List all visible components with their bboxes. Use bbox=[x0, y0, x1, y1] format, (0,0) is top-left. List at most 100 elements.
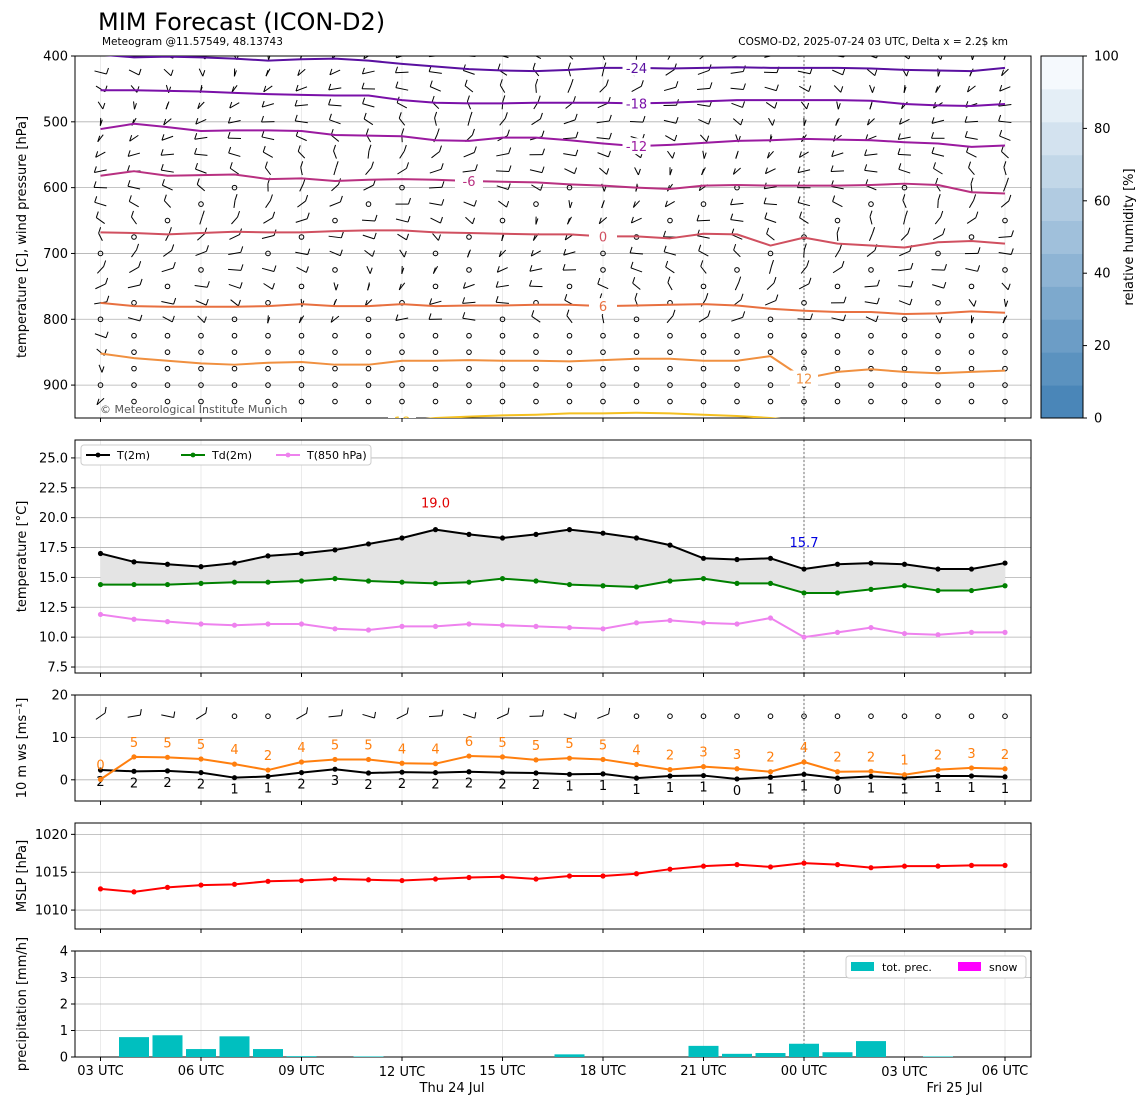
data-label: 4 bbox=[632, 744, 640, 759]
wind-barb bbox=[328, 113, 341, 125]
wind-barb-flag bbox=[202, 70, 206, 77]
legend-box bbox=[80, 444, 372, 466]
wind-barb-staff bbox=[965, 120, 978, 123]
wind-barb-staff bbox=[398, 117, 406, 126]
calm-wind-marker bbox=[801, 398, 807, 405]
calm-wind-marker bbox=[700, 332, 707, 339]
wind-barb bbox=[898, 262, 914, 272]
wind-barb bbox=[430, 216, 443, 224]
wind-barb-flag bbox=[998, 114, 1002, 122]
wind-barb bbox=[669, 167, 673, 176]
wind-barb-staff bbox=[130, 85, 138, 93]
wind-barb-flag bbox=[535, 78, 539, 86]
wind-barb-staff bbox=[363, 56, 370, 60]
wind-barb bbox=[95, 151, 106, 158]
data-label: 4 bbox=[297, 741, 305, 756]
calm-wind-marker bbox=[499, 382, 506, 388]
wind-barb bbox=[764, 294, 779, 306]
wind-barb bbox=[666, 309, 676, 324]
wind-barb-flag bbox=[464, 79, 468, 86]
wind-barb-flag bbox=[328, 113, 332, 120]
calm-wind-marker bbox=[968, 365, 975, 372]
wind-barb-staff bbox=[730, 219, 744, 222]
y-tick-label: 25.0 bbox=[39, 451, 68, 466]
calm-wind-marker bbox=[198, 382, 204, 388]
y-axis-label: temperature [°C] bbox=[15, 501, 30, 613]
wind-barb-flag bbox=[970, 177, 974, 184]
calm-wind-marker bbox=[767, 382, 774, 388]
precip-bar bbox=[219, 1036, 250, 1057]
wind-barb-flag bbox=[497, 48, 499, 54]
wind-barb bbox=[96, 397, 105, 406]
wind-barb-staff bbox=[866, 249, 876, 257]
colorbar-label: relative humidity [%] bbox=[1122, 168, 1137, 305]
wind-barb-flag bbox=[496, 266, 500, 273]
isotherm-label: -18 bbox=[626, 97, 647, 112]
wind-barb-staff bbox=[965, 136, 978, 140]
wind-barb-flag bbox=[206, 281, 210, 288]
data-point bbox=[164, 619, 171, 625]
wind-barb bbox=[131, 243, 140, 258]
wind-barb bbox=[130, 85, 140, 93]
wind-barb-flag bbox=[742, 83, 746, 90]
wind-barb-flag bbox=[428, 313, 432, 320]
colorbar-tick-label: 100 bbox=[1094, 50, 1119, 65]
wind-barb-staff bbox=[162, 184, 173, 191]
data-point bbox=[566, 755, 573, 761]
wind-barb bbox=[93, 166, 107, 173]
calm-wind-marker bbox=[600, 250, 606, 257]
calm-wind-marker bbox=[935, 398, 941, 405]
calm-wind-marker bbox=[633, 382, 640, 388]
wind-barb bbox=[935, 315, 943, 324]
wind-barb-flag bbox=[897, 133, 901, 140]
wind-barb-staff bbox=[497, 267, 508, 273]
calm-wind-marker bbox=[633, 713, 640, 720]
data-label: 1 bbox=[1001, 782, 1009, 797]
wind-barb bbox=[296, 707, 309, 720]
series-line-T(850 hPa) bbox=[100, 613, 1005, 639]
wind-barb bbox=[162, 315, 175, 323]
wind-barb bbox=[163, 118, 172, 126]
calm-wind-marker bbox=[466, 349, 472, 355]
isotherm-6 bbox=[100, 301, 1006, 316]
calm-wind-marker bbox=[231, 382, 238, 388]
wind-barb-flag bbox=[401, 128, 405, 135]
calm-wind-marker bbox=[332, 332, 338, 339]
wind-barb bbox=[231, 210, 241, 225]
wind-barb bbox=[198, 68, 206, 77]
wind-barb-flag bbox=[672, 46, 674, 52]
wind-barb-staff bbox=[663, 86, 677, 92]
wind-barb-flag bbox=[93, 181, 97, 188]
data-point bbox=[1002, 583, 1008, 589]
wind-barb-staff bbox=[597, 152, 609, 158]
wind-barb bbox=[797, 196, 811, 207]
wind-barb bbox=[831, 314, 847, 322]
wind-barb-staff bbox=[597, 283, 609, 290]
wind-barb-staff bbox=[601, 315, 605, 324]
data-point bbox=[198, 882, 204, 888]
wind-barb-flag bbox=[933, 162, 936, 169]
calm-wind-marker bbox=[868, 398, 874, 405]
y-tick-label: 15.0 bbox=[39, 571, 68, 586]
wind-barb bbox=[568, 200, 573, 209]
wind-barb-flag bbox=[940, 56, 943, 60]
wind-barb bbox=[998, 248, 1014, 255]
legend-swatch bbox=[851, 962, 874, 971]
wind-barb-staff bbox=[463, 152, 475, 158]
data-point bbox=[633, 775, 640, 781]
wind-barb-flag bbox=[940, 210, 944, 218]
data-point bbox=[499, 535, 506, 541]
wind-barb-flag bbox=[664, 200, 668, 207]
wind-barb-flag bbox=[876, 297, 880, 305]
wind-barb bbox=[563, 131, 579, 140]
wind-barb-staff bbox=[94, 201, 107, 207]
wind-barb-staff bbox=[95, 283, 106, 290]
wind-barb bbox=[229, 101, 240, 109]
data-point bbox=[901, 772, 908, 778]
data-point bbox=[667, 578, 673, 584]
wind-barb bbox=[933, 162, 943, 175]
wind-barb bbox=[700, 293, 709, 307]
calm-wind-marker bbox=[667, 713, 673, 720]
data-point bbox=[97, 611, 104, 618]
wind-barb bbox=[667, 46, 674, 60]
